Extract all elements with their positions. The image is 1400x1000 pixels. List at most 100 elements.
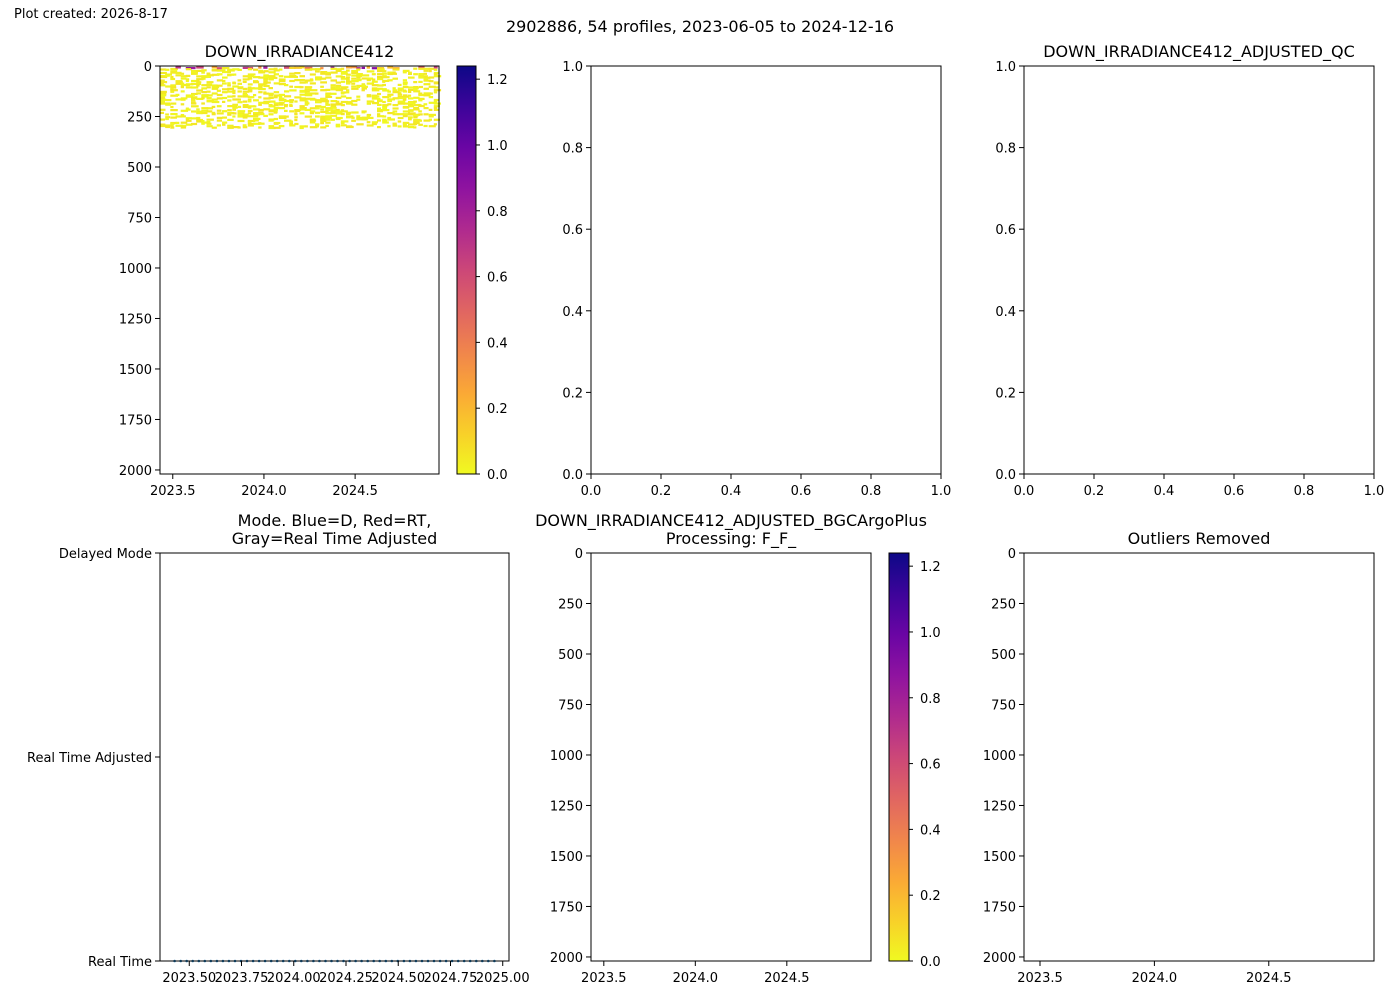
heatmap-cell <box>294 109 301 112</box>
heatmap-cell <box>408 97 414 100</box>
heatmap-cell <box>253 115 259 118</box>
heatmap-cell <box>356 95 361 98</box>
heatmap-cell <box>330 79 337 82</box>
x-tick-label: 2023.5 <box>1017 971 1063 986</box>
panel-title: Mode. Blue=D, Red=RT, <box>238 511 432 530</box>
heatmap-cell <box>346 91 350 94</box>
heatmap-cell <box>304 81 308 84</box>
heatmap-cell <box>191 67 196 70</box>
heatmap-cell <box>180 83 188 87</box>
heatmap-cell <box>346 112 351 116</box>
heatmap-cell <box>170 75 174 79</box>
y-tick-label: 1500 <box>550 850 583 865</box>
x-tick-label: 0.8 <box>861 484 882 499</box>
heatmap-cell <box>423 107 429 110</box>
heatmap-cell <box>253 117 261 120</box>
heatmap-cell <box>325 102 329 105</box>
heatmap-cell <box>392 71 396 74</box>
heatmap-cell <box>247 124 254 127</box>
heatmap-cell <box>423 94 431 97</box>
heatmap-cell <box>247 87 255 90</box>
y-tick-label: 1000 <box>119 262 152 277</box>
heatmap-cell <box>253 105 257 108</box>
heatmap-cell <box>289 124 296 127</box>
heatmap-cell <box>273 76 278 79</box>
y-tick-label: 1.0 <box>562 60 583 75</box>
heatmap-cell <box>258 88 266 91</box>
heatmap-cell <box>423 92 431 95</box>
heatmap-cell <box>258 126 262 129</box>
heatmap-cell <box>340 76 346 79</box>
heatmap-cell <box>408 105 415 108</box>
heatmap-cell <box>196 79 200 83</box>
heatmap-cell <box>278 107 285 110</box>
heatmap-cell <box>325 110 329 113</box>
heatmap-cell <box>304 97 311 100</box>
y-tick-label: 0.0 <box>562 468 583 483</box>
heatmap-cell <box>273 117 278 121</box>
heatmap-cell <box>402 106 410 109</box>
y-tick-label: 500 <box>127 161 152 176</box>
heatmap-cell <box>201 122 205 125</box>
y-tick-label: 2000 <box>119 464 152 479</box>
heatmap-cell <box>196 116 201 120</box>
heatmap-cell <box>309 98 317 101</box>
heatmap-cell <box>408 116 413 119</box>
heatmap-cell <box>191 98 196 101</box>
heatmap-cell <box>268 113 274 116</box>
heatmap-cell <box>237 113 244 116</box>
heatmap-cell <box>423 79 431 82</box>
heatmap-cell <box>268 110 276 113</box>
heatmap-cell <box>371 122 377 126</box>
heatmap-cell <box>216 79 223 82</box>
y-tick-label: 500 <box>558 648 583 663</box>
heatmap-cell <box>268 92 274 95</box>
heatmap-cell <box>361 87 367 90</box>
heatmap-cell <box>325 121 331 124</box>
heatmap-cell <box>289 75 296 78</box>
colorbar-tick-label: 0.6 <box>487 271 508 286</box>
heatmap-cell <box>227 113 232 116</box>
heatmap-cell <box>423 103 428 106</box>
heatmap-cell <box>196 81 202 84</box>
heatmap-cell <box>325 107 333 110</box>
heatmap-cell <box>361 83 366 86</box>
heatmap-cell <box>366 121 371 124</box>
heatmap-cell <box>309 126 318 129</box>
heatmap-cell <box>185 86 193 89</box>
heatmap-cell <box>304 94 313 97</box>
heatmap-cell <box>165 74 170 77</box>
heatmap-cell <box>433 75 442 78</box>
heatmap-cell <box>294 66 302 69</box>
y-tick-label: 0.4 <box>995 305 1016 320</box>
heatmap-cell <box>428 67 435 70</box>
heatmap-cell <box>160 94 167 97</box>
heatmap-cell <box>340 120 349 123</box>
heatmap-cell <box>227 111 235 115</box>
x-tick-label: 0.4 <box>721 484 742 499</box>
heatmap-cell <box>222 67 230 70</box>
heatmap-cell <box>340 100 349 104</box>
heatmap-cell <box>428 118 432 121</box>
heatmap-cell <box>278 97 285 100</box>
heatmap-cell <box>304 79 312 82</box>
heatmap-cell <box>387 71 395 74</box>
heatmap-cell <box>387 116 392 120</box>
heatmap-cell <box>206 122 212 125</box>
heatmap-cell <box>232 82 237 85</box>
heatmap-cell <box>196 110 203 113</box>
heatmap-cell <box>330 88 337 91</box>
heatmap-cell <box>413 81 418 84</box>
heatmap-cell <box>346 89 350 92</box>
heatmap-cell <box>232 105 237 108</box>
heatmap-cell <box>330 100 338 103</box>
x-tick-label: 2023.75 <box>215 971 269 986</box>
heatmap-cell <box>227 109 232 112</box>
heatmap-cell <box>258 86 263 89</box>
heatmap-cell <box>340 67 345 70</box>
heatmap-cell <box>366 66 370 69</box>
heatmap-cell <box>206 81 214 84</box>
heatmap-cell <box>263 108 271 111</box>
heatmap-cell <box>330 111 336 114</box>
heatmap-cell <box>382 88 387 91</box>
